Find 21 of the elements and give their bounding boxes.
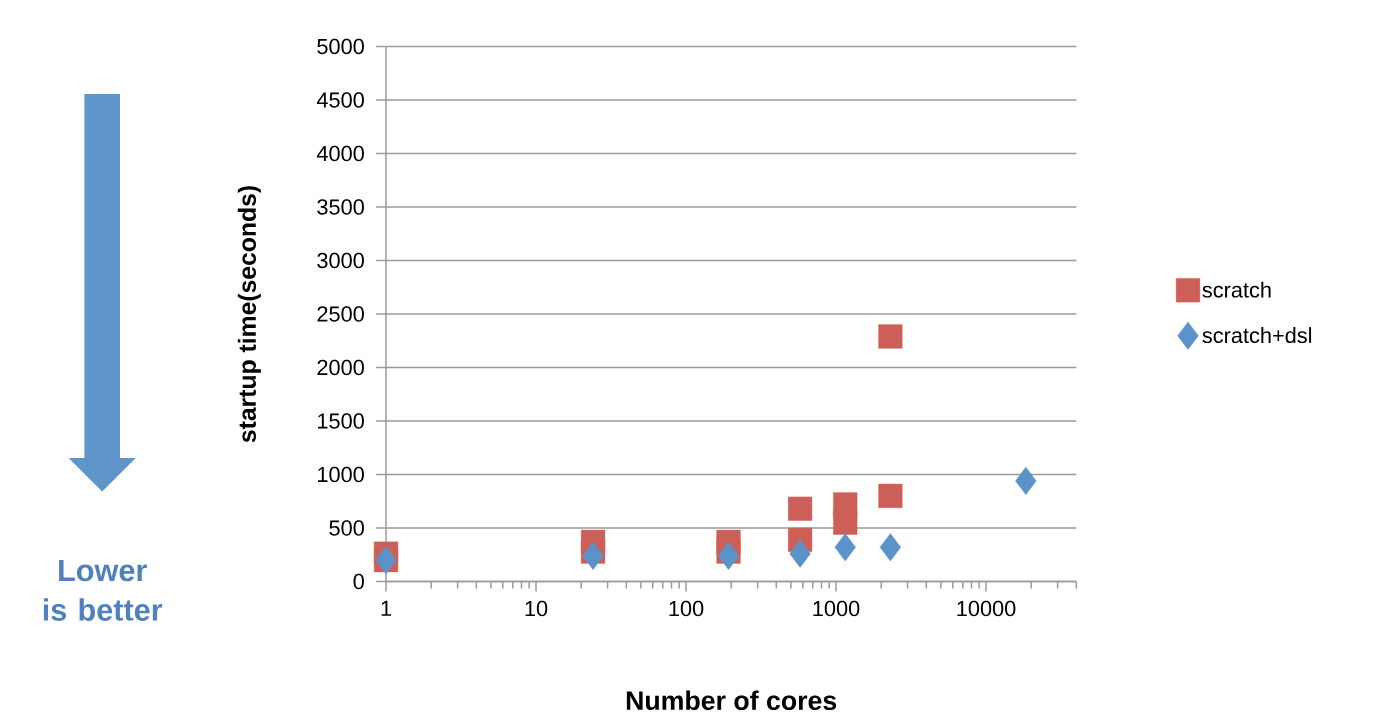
y-tick-label: 3500 — [317, 199, 364, 215]
y-tick-label: 1500 — [318, 413, 364, 429]
y-tick-label: 0 — [353, 573, 364, 590]
y-tick-label: 5000 — [317, 38, 364, 55]
y-tick-label: 1000 — [318, 466, 364, 483]
x-tick-label: 100 — [669, 600, 704, 617]
x-axis-title: Number of cores — [626, 690, 837, 711]
text: Lower is better — [43, 559, 163, 621]
legend-label: scratch — [1202, 281, 1271, 298]
legend-label: scratch+dsl — [1202, 327, 1312, 344]
x-tick-label: 10000 — [957, 600, 1016, 617]
x-tick-label: 10 — [525, 600, 548, 617]
x-tick-label: 1 — [381, 600, 392, 616]
y-tick-label: 3000 — [317, 252, 364, 269]
y-tick-label: 500 — [329, 520, 364, 536]
x-tick-label: 1000 — [813, 600, 860, 617]
y-tick-label: 4500 — [316, 92, 364, 108]
y-axis-title: startup time(seconds) — [237, 186, 261, 443]
y-tick-label: 2500 — [317, 306, 364, 322]
y-tick-label: 4000 — [316, 145, 364, 162]
y-tick-label: 2000 — [317, 359, 364, 376]
